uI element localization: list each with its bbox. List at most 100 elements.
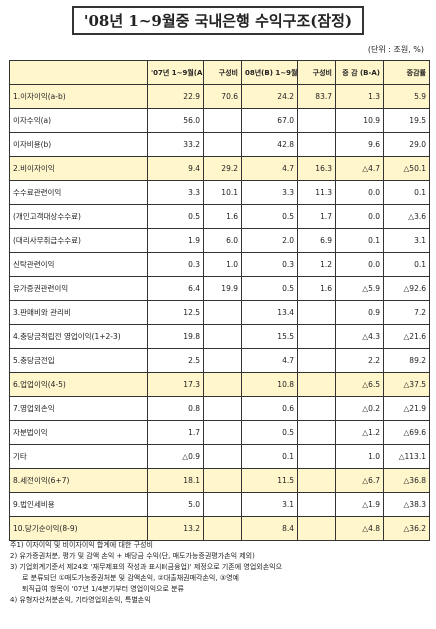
row-value-d: 0.9 <box>335 300 384 325</box>
table-row: 6.업업이익(4-5) 17.3 10.8 △6.5 △37.5 <box>9 372 430 397</box>
table-row: 수수료관련이익 3.3 10.1 3.3 11.3 0.0 0.1 <box>9 180 430 205</box>
row-label: 1.이자이익(a-b) <box>9 84 148 109</box>
row-value-bs: 1.7 <box>297 204 336 229</box>
row-value-r: 0.1 <box>383 252 430 277</box>
row-label: 이자비용(b) <box>9 132 148 157</box>
row-value-b: 15.5 <box>241 324 298 349</box>
table-row: (대리사무취급수수료) 1.9 6.0 2.0 6.9 0.1 3.1 <box>9 228 430 253</box>
row-label: 10.당기순이익(8-9) <box>9 516 148 541</box>
row-value-d: △6.5 <box>335 372 384 397</box>
row-value-as <box>203 108 242 133</box>
table-row: 7.영업외손익 0.8 0.6 △0.2 △21.9 <box>9 396 430 421</box>
row-value-as <box>203 468 242 493</box>
table-row: 기타 △0.9 0.1 1.0 △113.1 <box>9 444 430 469</box>
footnotes: 주1) 이자이익 및 비이자이익 합계에 대한 구성비 2) 유가증권처분, 평… <box>10 540 430 606</box>
row-value-bs <box>297 348 336 373</box>
row-value-a: 22.9 <box>147 84 204 109</box>
row-label: 기타 <box>9 444 148 469</box>
table-row: 5.충당금전입 2.5 4.7 2.2 89.2 <box>9 348 430 373</box>
row-value-b: 4.7 <box>241 156 298 181</box>
header-col-b: 08년(B) 1~9월 <box>241 60 298 85</box>
row-value-bs: 6.9 <box>297 228 336 253</box>
footnote-3-cont2: 퇴직급여 항목이 '07년 1/4분기부터 영업이익으로 분류 <box>22 585 185 593</box>
row-label: 신탁관련이익 <box>9 252 148 277</box>
row-value-as: 10.1 <box>203 180 242 205</box>
row-value-b: 3.1 <box>241 492 298 517</box>
table-row: 이자비용(b) 33.2 42.8 9.6 29.0 <box>9 132 430 157</box>
table-row: 1.이자이익(a-b) 22.9 70.6 24.2 83.7 1.3 5.9 <box>9 84 430 109</box>
row-value-as <box>203 132 242 157</box>
row-value-b: 3.3 <box>241 180 298 205</box>
row-value-bs <box>297 324 336 349</box>
row-label: 2.비이자이익 <box>9 156 148 181</box>
row-value-r: △38.3 <box>383 492 430 517</box>
row-value-bs: 83.7 <box>297 84 336 109</box>
row-value-a: 2.5 <box>147 348 204 373</box>
row-value-r: 0.1 <box>383 180 430 205</box>
row-value-a: 9.4 <box>147 156 204 181</box>
title-text: '08년 1~9월중 국내은행 수익구조(잠정) <box>71 6 365 35</box>
row-value-bs <box>297 300 336 325</box>
row-value-as: 1.0 <box>203 252 242 277</box>
row-value-bs: 1.6 <box>297 276 336 301</box>
row-value-b: 67.0 <box>241 108 298 133</box>
row-value-a: 17.3 <box>147 372 204 397</box>
row-value-a: 19.8 <box>147 324 204 349</box>
row-value-a: 13.2 <box>147 516 204 541</box>
row-value-bs <box>297 372 336 397</box>
row-label: 4.충당금적립전 영업이익(1+2-3) <box>9 324 148 349</box>
row-value-r: △113.1 <box>383 444 430 469</box>
row-value-bs: 16.3 <box>297 156 336 181</box>
row-value-r: 5.9 <box>383 84 430 109</box>
row-value-as: 1.6 <box>203 204 242 229</box>
footnote-3: 3) 기업회계기준서 제24호 '재무제표의 작성과 표시Ⅱ(금융업)' 제정으… <box>10 563 283 571</box>
row-value-as <box>203 420 242 445</box>
row-value-a: 18.1 <box>147 468 204 493</box>
row-label: 8.세전이익(6+7) <box>9 468 148 493</box>
row-value-r: △50.1 <box>383 156 430 181</box>
row-value-a: 0.3 <box>147 252 204 277</box>
row-value-r: △21.6 <box>383 324 430 349</box>
row-value-a: 56.0 <box>147 108 204 133</box>
row-value-a: 0.8 <box>147 396 204 421</box>
row-value-r: △92.6 <box>383 276 430 301</box>
header-col-diff: 증 감 (B-A) <box>335 60 384 85</box>
row-value-as <box>203 324 242 349</box>
table-row: 4.충당금적립전 영업이익(1+2-3) 19.8 15.5 △4.3 △21.6 <box>9 324 430 349</box>
table-row: 8.세전이익(6+7) 18.1 11.5 △6.7 △36.8 <box>9 468 430 493</box>
row-value-a: 5.0 <box>147 492 204 517</box>
row-value-a: 3.3 <box>147 180 204 205</box>
row-value-b: 0.6 <box>241 396 298 421</box>
row-value-b: 0.5 <box>241 204 298 229</box>
footnote-4: 4) 유형자산처분손익, 기타영업외손익, 특별손익 <box>10 596 151 604</box>
table-row: 유가증권관련이익 6.4 19.9 0.5 1.6 △5.9 △92.6 <box>9 276 430 301</box>
row-value-b: 13.4 <box>241 300 298 325</box>
row-value-bs <box>297 132 336 157</box>
row-value-a: 12.5 <box>147 300 204 325</box>
row-value-d: 1.3 <box>335 84 384 109</box>
row-value-d: 0.0 <box>335 180 384 205</box>
row-value-r: 29.0 <box>383 132 430 157</box>
row-value-b: 2.0 <box>241 228 298 253</box>
row-label: 자분법이익 <box>9 420 148 445</box>
row-value-a: 33.2 <box>147 132 204 157</box>
row-label: 7.영업외손익 <box>9 396 148 421</box>
row-value-b: 0.1 <box>241 444 298 469</box>
row-value-bs <box>297 420 336 445</box>
table-row: (개인고객대상수수료) 0.5 1.6 0.5 1.7 0.0 △3.6 <box>9 204 430 229</box>
header-col-rate: 증감률 <box>383 60 430 85</box>
row-value-r: △36.8 <box>383 468 430 493</box>
row-value-as: 70.6 <box>203 84 242 109</box>
row-label: 수수료관련이익 <box>9 180 148 205</box>
row-value-b: 11.5 <box>241 468 298 493</box>
table-row: 자분법이익 1.7 0.5 △1.2 △69.6 <box>9 420 430 445</box>
row-value-r: 3.1 <box>383 228 430 253</box>
footnote-1: 주1) 이자이익 및 비이자이익 합계에 대한 구성비 <box>10 541 153 549</box>
row-value-d: 0.0 <box>335 252 384 277</box>
row-value-bs <box>297 108 336 133</box>
row-value-b: 8.4 <box>241 516 298 541</box>
table-row: 이자수익(a) 56.0 67.0 10.9 19.5 <box>9 108 430 133</box>
row-value-as <box>203 396 242 421</box>
row-value-d: 1.0 <box>335 444 384 469</box>
row-label: 이자수익(a) <box>9 108 148 133</box>
